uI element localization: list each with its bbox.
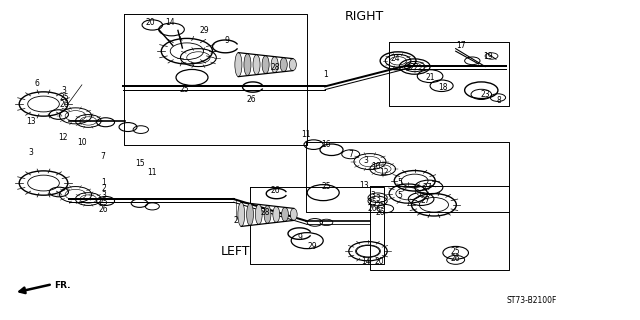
Text: 3: 3 <box>28 148 33 156</box>
Text: 26: 26 <box>367 204 378 213</box>
Text: 23: 23 <box>480 90 490 99</box>
Text: 26: 26 <box>451 254 461 263</box>
Text: 25: 25 <box>59 93 69 102</box>
Ellipse shape <box>291 208 297 220</box>
Text: 20: 20 <box>145 18 156 27</box>
Text: 12: 12 <box>58 133 67 142</box>
Text: 11: 11 <box>301 130 310 139</box>
Text: 14: 14 <box>164 18 175 27</box>
Text: 27: 27 <box>420 196 431 204</box>
Text: 22: 22 <box>410 63 419 72</box>
Text: 15: 15 <box>134 159 145 168</box>
Text: 11: 11 <box>148 168 157 177</box>
Text: 13: 13 <box>26 117 36 126</box>
Text: 25: 25 <box>451 247 461 256</box>
Text: 3: 3 <box>370 191 375 200</box>
Text: 9: 9 <box>225 36 230 44</box>
Ellipse shape <box>255 204 262 224</box>
Text: 2: 2 <box>101 184 106 193</box>
Ellipse shape <box>282 207 289 221</box>
Text: 26: 26 <box>59 100 69 109</box>
Text: 18: 18 <box>438 83 447 92</box>
Text: 10: 10 <box>371 162 381 171</box>
Text: 13: 13 <box>358 181 369 190</box>
Ellipse shape <box>238 203 244 227</box>
Text: 19: 19 <box>483 52 493 61</box>
Ellipse shape <box>264 205 271 223</box>
Ellipse shape <box>262 56 269 74</box>
Text: 26: 26 <box>270 186 280 195</box>
Ellipse shape <box>253 55 260 75</box>
Text: 14: 14 <box>361 257 371 266</box>
Text: 26: 26 <box>246 95 256 104</box>
Text: 5: 5 <box>397 178 403 187</box>
Text: 21: 21 <box>426 73 435 82</box>
Ellipse shape <box>244 54 251 76</box>
Text: 16: 16 <box>321 140 332 149</box>
Text: 29: 29 <box>307 242 317 251</box>
Text: 1: 1 <box>323 70 328 79</box>
Text: 7: 7 <box>348 150 353 159</box>
Text: 3: 3 <box>375 194 380 203</box>
Ellipse shape <box>273 206 280 222</box>
Text: 25: 25 <box>99 198 109 207</box>
Text: 2: 2 <box>233 216 238 225</box>
Text: 26: 26 <box>376 208 386 217</box>
Text: 10: 10 <box>77 138 87 147</box>
Text: 1: 1 <box>101 178 106 187</box>
Text: 7: 7 <box>100 152 105 161</box>
Text: 29: 29 <box>200 26 210 35</box>
Text: 3: 3 <box>101 191 106 200</box>
Text: 17: 17 <box>456 41 466 50</box>
Text: 25: 25 <box>321 182 332 191</box>
Text: 25: 25 <box>179 85 189 94</box>
Ellipse shape <box>280 58 287 72</box>
Text: 5: 5 <box>397 191 403 200</box>
Text: LEFT: LEFT <box>221 245 250 258</box>
Ellipse shape <box>289 59 296 71</box>
Text: FR.: FR. <box>54 281 71 290</box>
Ellipse shape <box>235 53 242 77</box>
Text: 3: 3 <box>61 86 67 95</box>
Text: 8: 8 <box>497 96 502 105</box>
Text: 20: 20 <box>374 257 384 266</box>
Text: 12: 12 <box>380 168 388 177</box>
Text: 24: 24 <box>390 54 401 63</box>
Text: 3: 3 <box>364 156 369 164</box>
Text: 28: 28 <box>271 63 280 72</box>
Text: 25: 25 <box>367 198 378 207</box>
Text: 6: 6 <box>35 79 40 88</box>
Text: RIGHT: RIGHT <box>345 10 385 22</box>
Text: 9: 9 <box>297 233 302 242</box>
Ellipse shape <box>246 204 253 225</box>
Text: ST73-B2100F: ST73-B2100F <box>506 296 556 305</box>
Ellipse shape <box>271 57 278 73</box>
Text: 28: 28 <box>261 208 270 217</box>
Text: 27: 27 <box>422 183 433 192</box>
Text: 26: 26 <box>99 205 109 214</box>
Text: 25: 25 <box>376 201 386 210</box>
